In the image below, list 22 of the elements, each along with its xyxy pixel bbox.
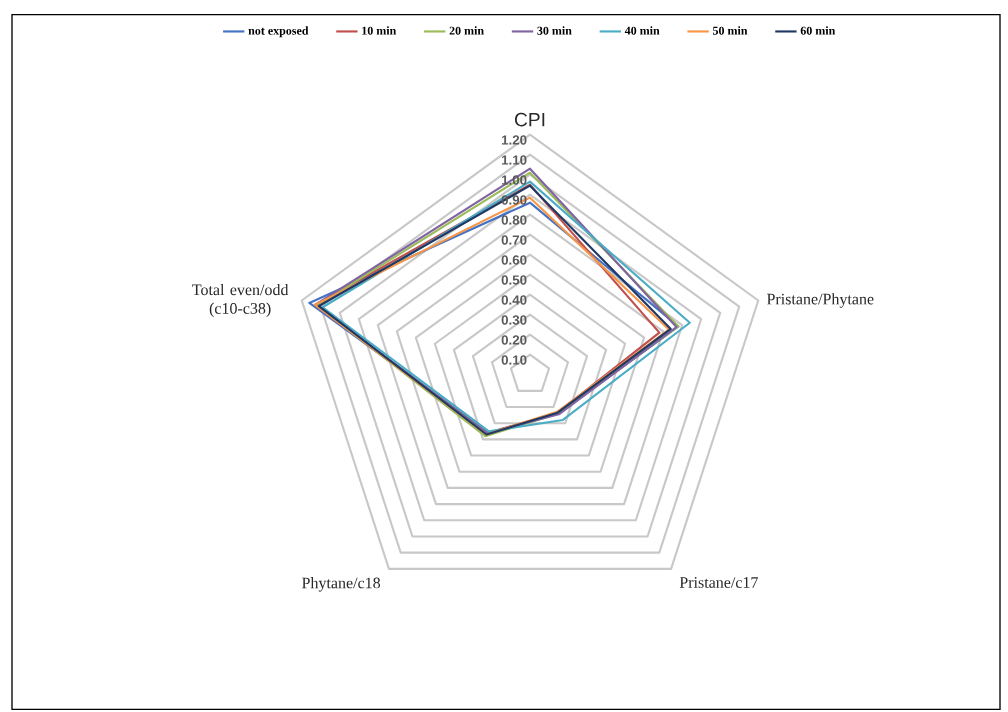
legend-label: 10 min [362, 26, 397, 35]
spoke-label: Phytane/c18 [302, 577, 381, 592]
y-tick-label: 0.70 [501, 235, 527, 245]
y-tick-label: 0.30 [501, 315, 527, 325]
legend-label: not exposed [248, 26, 309, 38]
y-tick-label: 0.40 [501, 295, 527, 305]
spoke-label: Total even/odd (c10-c38) [192, 283, 289, 318]
spoke-label: Pristane/c17 [679, 577, 758, 588]
y-tick-label: 0.10 [501, 355, 527, 365]
y-tick-label: 1.10 [501, 155, 527, 165]
legend-label: 40 min [624, 26, 660, 35]
spoke-label: CPI [514, 112, 545, 127]
legend-label: 20 min [449, 26, 484, 35]
y-tick-label: 0.60 [501, 255, 527, 265]
spoke-label: Pristane/Phytane [766, 293, 874, 308]
y-tick-label: 1.20 [501, 135, 527, 145]
legend-label: 50 min [712, 26, 748, 35]
y-tick-label: 0.80 [501, 215, 527, 225]
y-tick-label: 0.50 [501, 275, 527, 285]
y-tick-label: 0.20 [501, 335, 527, 345]
legend-label: 30 min [537, 26, 572, 35]
legend-label: 60 min [800, 26, 836, 35]
